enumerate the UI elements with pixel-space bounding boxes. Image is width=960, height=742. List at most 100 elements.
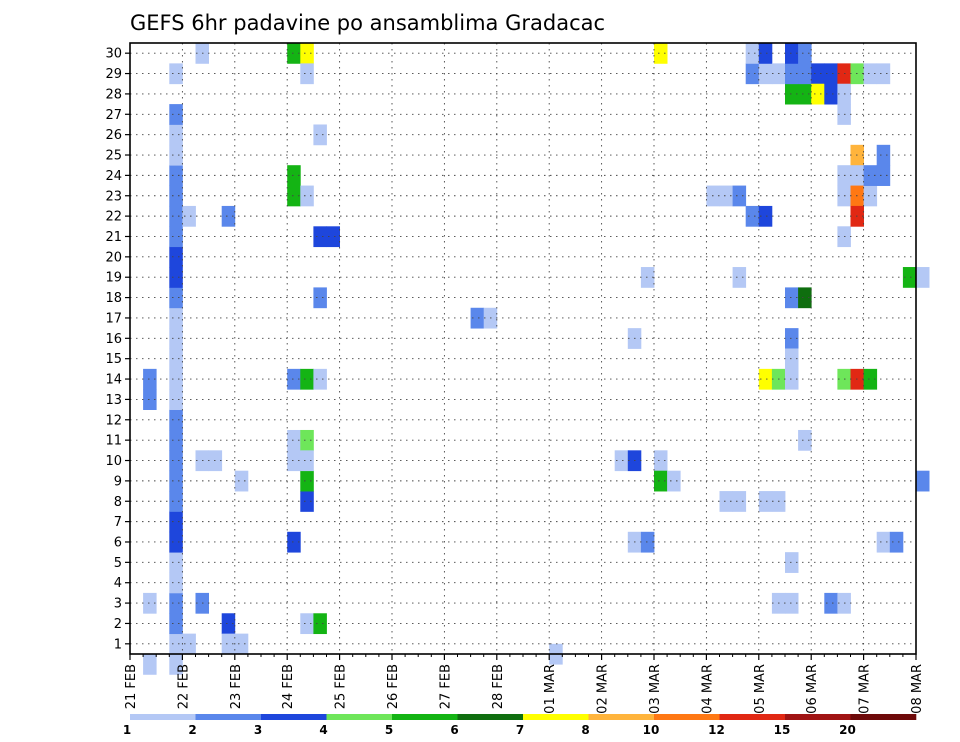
cell-133 bbox=[863, 63, 878, 85]
cell-107 bbox=[798, 83, 812, 105]
cell-80 bbox=[719, 185, 733, 207]
colorbar-swatch-5 bbox=[457, 714, 524, 720]
cell-10 bbox=[169, 531, 183, 553]
y-tick-label-17: 17 bbox=[105, 311, 122, 326]
x-tick-label-11: 04 MAR bbox=[700, 664, 715, 714]
y-tick-label-4: 4 bbox=[114, 576, 122, 591]
y-tick-label-24: 24 bbox=[105, 169, 122, 184]
cell-28 bbox=[169, 165, 183, 186]
cell-53 bbox=[300, 491, 314, 512]
cell-50 bbox=[287, 43, 301, 64]
cell-58 bbox=[300, 185, 314, 207]
cell-88 bbox=[758, 205, 773, 227]
cell-63 bbox=[313, 287, 327, 309]
x-tick-label-5: 26 FEB bbox=[386, 664, 401, 709]
cell-77 bbox=[654, 43, 668, 64]
cell-17 bbox=[169, 389, 183, 410]
cell-9 bbox=[169, 552, 183, 573]
y-tick-label-3: 3 bbox=[114, 597, 122, 612]
y-tick-label-11: 11 bbox=[105, 434, 122, 449]
colorbar-label-4: 4 bbox=[319, 723, 327, 737]
y-tick-label-12: 12 bbox=[105, 413, 122, 428]
cell-45 bbox=[287, 531, 301, 553]
cell-32 bbox=[169, 63, 183, 85]
y-tick-label-6: 6 bbox=[114, 535, 122, 550]
cell-139 bbox=[902, 267, 917, 288]
cell-76 bbox=[654, 470, 668, 492]
y-tick-label-29: 29 bbox=[105, 67, 122, 82]
cell-86 bbox=[745, 63, 760, 85]
cell-55 bbox=[300, 368, 314, 390]
cell-104 bbox=[785, 63, 799, 85]
cell-106 bbox=[798, 287, 812, 309]
cell-135 bbox=[876, 144, 891, 166]
y-tick-label-22: 22 bbox=[105, 210, 122, 225]
cell-140 bbox=[916, 267, 930, 288]
y-tick-label-27: 27 bbox=[105, 108, 122, 123]
cell-78 bbox=[667, 470, 681, 492]
cell-114 bbox=[824, 83, 838, 105]
y-tick-label-2: 2 bbox=[114, 617, 122, 632]
cell-4 bbox=[169, 654, 183, 675]
cell-111 bbox=[811, 63, 825, 85]
cell-57 bbox=[300, 63, 314, 85]
x-tick-label-3: 24 FEB bbox=[281, 664, 296, 709]
x-tick-label-2: 23 FEB bbox=[229, 664, 244, 709]
cell-99 bbox=[785, 368, 799, 390]
cell-98 bbox=[785, 348, 799, 370]
colorbar-swatch-6 bbox=[523, 714, 589, 720]
cell-49 bbox=[287, 165, 301, 186]
cell-1 bbox=[143, 592, 157, 614]
cell-30 bbox=[169, 124, 183, 146]
cell-29 bbox=[169, 144, 183, 166]
cell-51 bbox=[300, 613, 314, 635]
colorbar-label-7: 7 bbox=[516, 723, 524, 737]
x-tick-label-7: 28 FEB bbox=[491, 664, 506, 709]
cell-64 bbox=[313, 226, 327, 248]
y-tick-label-10: 10 bbox=[105, 454, 122, 469]
y-tick-label-9: 9 bbox=[114, 474, 122, 489]
cell-130 bbox=[863, 368, 878, 390]
x-tick-label-1: 22 FEB bbox=[176, 664, 191, 709]
cell-74 bbox=[640, 267, 655, 288]
cell-109 bbox=[798, 429, 812, 451]
colorbar-swatch-3 bbox=[326, 714, 393, 720]
cell-23 bbox=[169, 267, 183, 288]
colorbar-label-5: 5 bbox=[385, 723, 393, 737]
cell-91 bbox=[758, 368, 773, 390]
y-tick-label-7: 7 bbox=[114, 515, 122, 530]
x-tick-label-15: 08 MAR bbox=[910, 664, 925, 714]
cell-34 bbox=[182, 205, 196, 227]
cell-75 bbox=[654, 450, 668, 472]
y-axis: 1234567891011121314151617181920212223242… bbox=[105, 47, 130, 652]
colorbar-label-3: 3 bbox=[254, 723, 262, 737]
cell-20 bbox=[169, 328, 183, 349]
cell-102 bbox=[785, 592, 799, 614]
colorbar-swatch-7 bbox=[588, 714, 655, 720]
y-tick-label-19: 19 bbox=[105, 271, 122, 286]
cell-61 bbox=[313, 613, 327, 635]
cell-81 bbox=[719, 491, 733, 512]
colorbar-swatch-4 bbox=[392, 714, 458, 720]
cell-13 bbox=[169, 470, 183, 492]
cell-14 bbox=[169, 450, 183, 472]
cell-40 bbox=[221, 613, 236, 635]
y-tick-label-18: 18 bbox=[105, 291, 122, 306]
y-tick-label-20: 20 bbox=[105, 250, 122, 265]
cell-62 bbox=[313, 124, 327, 146]
x-tick-label-12: 05 MAR bbox=[753, 664, 768, 714]
cell-65 bbox=[326, 226, 340, 248]
x-tick-label-14: 07 MAR bbox=[858, 664, 873, 714]
y-tick-label-21: 21 bbox=[105, 230, 122, 245]
cell-113 bbox=[824, 63, 838, 85]
cell-16 bbox=[169, 409, 183, 431]
colorbar-label-6: 6 bbox=[450, 723, 458, 737]
cell-101 bbox=[785, 552, 799, 573]
cell-82 bbox=[732, 491, 747, 512]
cell-131 bbox=[863, 185, 878, 207]
colorbar-swatch-0 bbox=[130, 714, 196, 720]
cell-60 bbox=[313, 368, 327, 390]
x-tick-label-8: 01 MAR bbox=[543, 664, 558, 714]
cell-89 bbox=[758, 63, 773, 85]
